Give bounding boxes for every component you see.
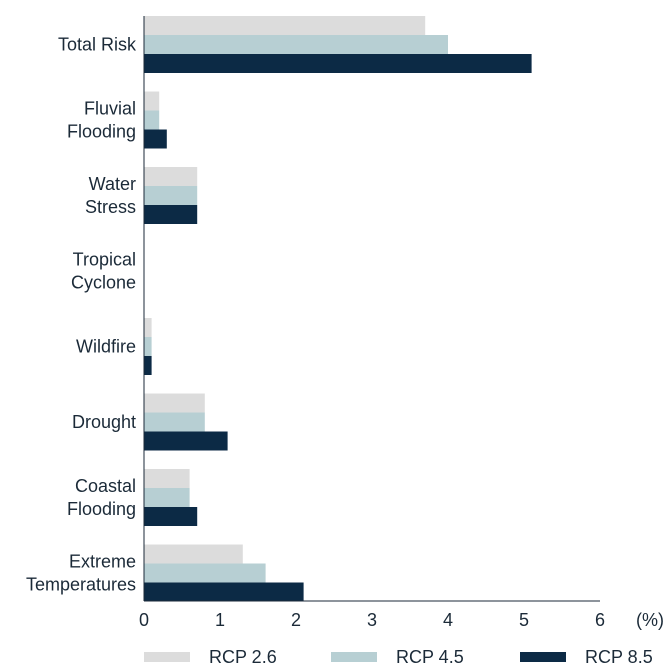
bar <box>144 167 198 186</box>
category-label: Flooding <box>67 499 136 519</box>
category-label: Wildfire <box>76 337 136 357</box>
bar <box>144 110 160 130</box>
x-tick-label: 5 <box>519 610 529 630</box>
legend-label: RCP 2.6 <box>209 647 277 667</box>
category-label: Temperatures <box>26 575 136 595</box>
bar <box>144 544 243 564</box>
category-label: Fluvial <box>84 99 136 119</box>
bar <box>144 469 190 488</box>
bar <box>144 91 160 111</box>
category-label: Cyclone <box>71 273 136 293</box>
category-label: Drought <box>72 412 136 432</box>
x-tick-label: 0 <box>139 610 149 630</box>
bar <box>144 54 532 73</box>
legend-swatch <box>520 652 566 662</box>
x-tick-label: 1 <box>215 610 225 630</box>
bar <box>144 35 448 54</box>
x-tick-label: 3 <box>367 610 377 630</box>
bar <box>144 129 167 149</box>
bar <box>144 507 198 526</box>
legend-label: RCP 4.5 <box>396 647 464 667</box>
legend-swatch <box>331 652 377 662</box>
x-unit-label: (%) <box>636 610 664 630</box>
category-label: Total Risk <box>58 35 137 55</box>
bar <box>144 205 198 224</box>
x-tick-label: 6 <box>595 610 605 630</box>
category-label: Tropical <box>73 250 136 270</box>
legend-label: RCP 8.5 <box>585 647 653 667</box>
x-tick-label: 4 <box>443 610 453 630</box>
category-label: Extreme <box>69 552 136 572</box>
bar <box>144 337 152 356</box>
bar <box>144 582 304 602</box>
bar <box>144 393 205 413</box>
category-label: Flooding <box>67 122 136 142</box>
legend-swatch <box>144 652 190 662</box>
bar <box>144 431 228 451</box>
bar <box>144 186 198 205</box>
bar <box>144 318 152 337</box>
bar <box>144 16 426 35</box>
bar <box>144 563 266 583</box>
category-label: Stress <box>85 197 136 217</box>
category-label: Coastal <box>75 476 136 496</box>
x-tick-label: 2 <box>291 610 301 630</box>
bar <box>144 356 152 375</box>
category-label: Water <box>89 174 136 194</box>
bar <box>144 488 190 507</box>
bar <box>144 412 205 432</box>
